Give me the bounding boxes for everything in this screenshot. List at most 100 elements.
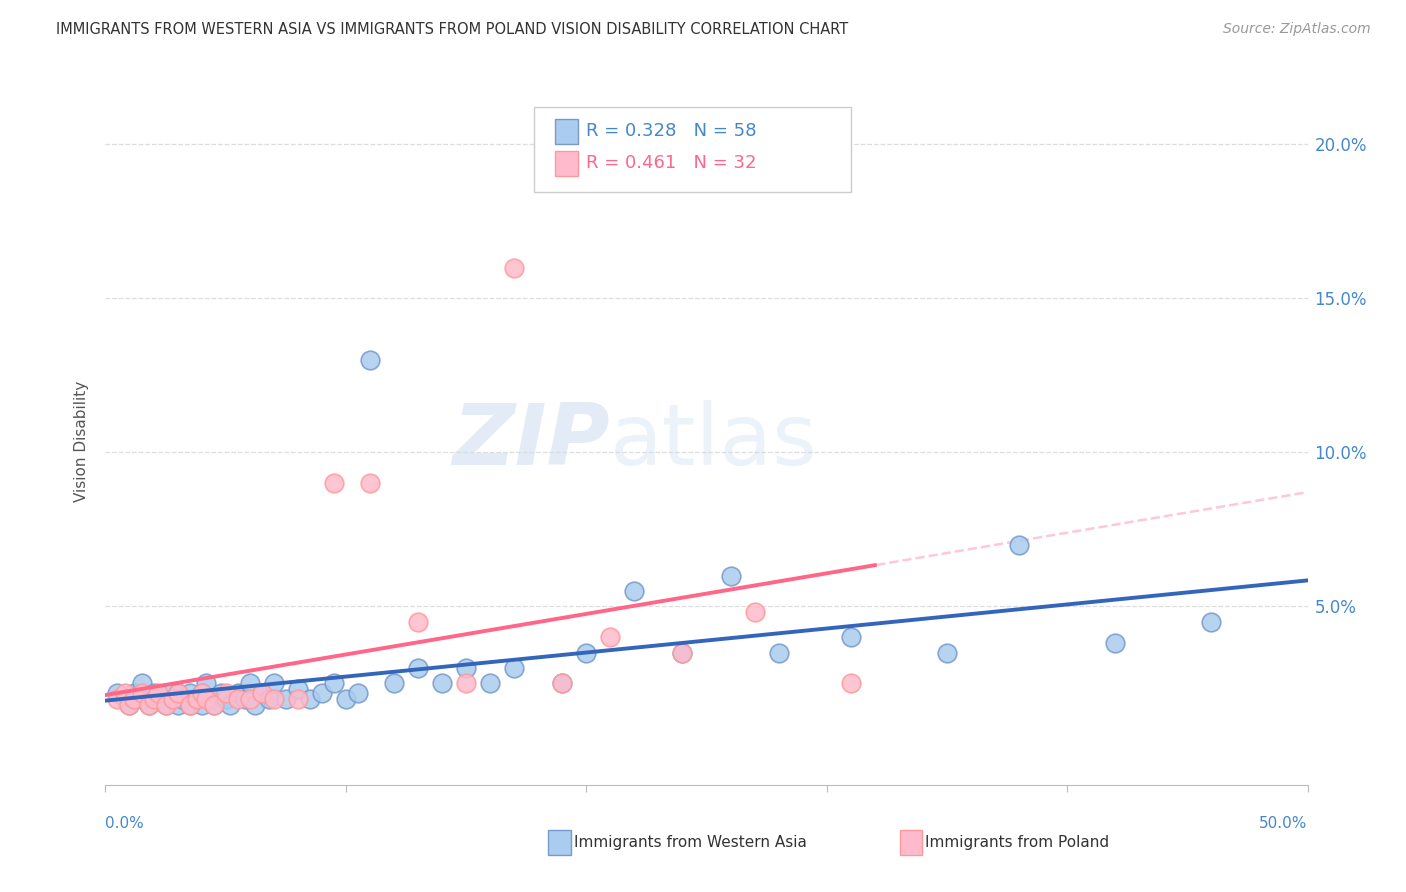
Point [744, 606, 766, 620]
Point [575, 646, 598, 660]
Point [179, 698, 201, 712]
Point [214, 685, 236, 699]
Point [172, 691, 194, 706]
Point [166, 685, 188, 699]
Point [1201, 615, 1223, 629]
Point [479, 676, 502, 690]
Text: atlas: atlas [610, 400, 818, 483]
Point [250, 685, 273, 699]
Point [322, 676, 344, 690]
Point [131, 676, 153, 690]
Point [131, 691, 153, 706]
Point [287, 682, 309, 697]
Point [406, 661, 429, 675]
Point [162, 691, 184, 706]
Point [233, 691, 256, 706]
Text: IMMIGRANTS FROM WESTERN ASIA VS IMMIGRANTS FROM POLAND VISION DISABILITY CORRELA: IMMIGRANTS FROM WESTERN ASIA VS IMMIGRAN… [56, 22, 848, 37]
Point [195, 676, 218, 690]
Point [1104, 636, 1126, 650]
Point [131, 685, 153, 699]
Point [503, 260, 526, 275]
Point [179, 698, 201, 712]
Point [155, 698, 177, 712]
Text: 0.0%: 0.0% [105, 816, 145, 831]
Point [195, 691, 218, 706]
Point [190, 685, 212, 699]
Point [124, 691, 146, 706]
Point [406, 615, 429, 629]
Point [214, 691, 236, 706]
Text: ZIP: ZIP [453, 400, 610, 483]
Point [599, 630, 621, 644]
Point [347, 685, 370, 699]
Point [148, 691, 170, 706]
Point [209, 685, 232, 699]
Point [162, 691, 184, 706]
Point [166, 685, 188, 699]
Point [720, 568, 742, 582]
Point [226, 685, 249, 699]
Point [118, 698, 141, 712]
Point [166, 698, 188, 712]
Point [839, 676, 862, 690]
Point [124, 685, 146, 699]
Point [839, 630, 862, 644]
Point [142, 685, 165, 699]
Point [114, 685, 136, 699]
Point [454, 676, 477, 690]
Point [287, 691, 309, 706]
Point [202, 691, 225, 706]
Point [239, 691, 262, 706]
Point [202, 698, 225, 712]
Point [138, 698, 160, 712]
Point [243, 698, 266, 712]
Point [1008, 538, 1031, 552]
Point [430, 676, 453, 690]
Point [768, 646, 790, 660]
Point [335, 691, 357, 706]
Point [503, 661, 526, 675]
Y-axis label: Vision Disability: Vision Disability [75, 381, 90, 502]
Point [148, 685, 170, 699]
Point [186, 691, 208, 706]
Point [551, 676, 574, 690]
Text: Immigrants from Poland: Immigrants from Poland [925, 836, 1109, 850]
Point [936, 646, 959, 660]
Text: Immigrants from Western Asia: Immigrants from Western Asia [574, 836, 807, 850]
Point [202, 698, 225, 712]
Point [359, 476, 381, 491]
Point [155, 685, 177, 699]
Point [219, 698, 242, 712]
Point [107, 685, 129, 699]
Point [322, 476, 344, 491]
Point [671, 646, 693, 660]
Point [190, 685, 212, 699]
Point [107, 691, 129, 706]
Point [190, 698, 212, 712]
Point [250, 685, 273, 699]
Point [114, 691, 136, 706]
Point [382, 676, 405, 690]
Point [186, 691, 208, 706]
Point [257, 691, 280, 706]
Point [226, 691, 249, 706]
Point [118, 698, 141, 712]
Point [263, 691, 285, 706]
Point [454, 661, 477, 675]
Point [311, 685, 333, 699]
Point [179, 685, 201, 699]
Text: R = 0.328   N = 58: R = 0.328 N = 58 [586, 122, 756, 140]
Point [623, 583, 645, 598]
Text: R = 0.461   N = 32: R = 0.461 N = 32 [586, 154, 756, 172]
Point [155, 698, 177, 712]
Point [551, 676, 574, 690]
Point [138, 698, 160, 712]
Text: Source: ZipAtlas.com: Source: ZipAtlas.com [1223, 22, 1371, 37]
Point [671, 646, 693, 660]
Point [263, 676, 285, 690]
Point [274, 691, 297, 706]
Point [239, 676, 262, 690]
Point [142, 691, 165, 706]
Point [359, 352, 381, 367]
Point [298, 691, 321, 706]
